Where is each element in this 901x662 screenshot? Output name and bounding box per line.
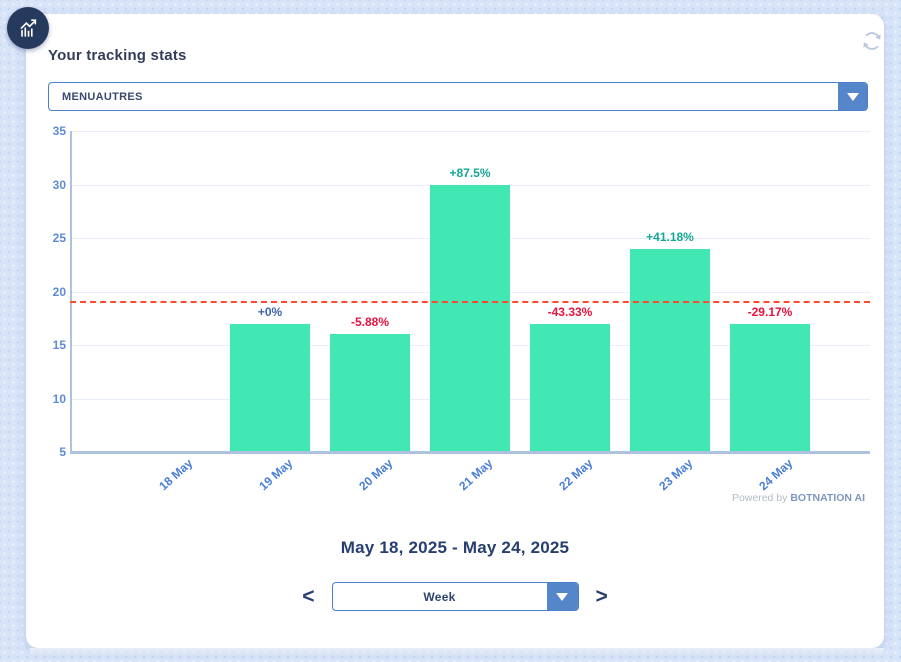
x-axis-label-20-may: 20 May xyxy=(356,456,396,494)
y-axis-tick-label: 25 xyxy=(52,231,66,245)
tracking-menu-select[interactable]: MENUAUTRES xyxy=(48,82,868,111)
bar-change-label-19-may: +0% xyxy=(257,305,283,319)
period-select[interactable]: Week xyxy=(331,582,579,611)
bar-change-label-20-may: -5.88% xyxy=(350,315,390,329)
bar-23-may[interactable] xyxy=(630,249,710,451)
card-bottom-glow xyxy=(30,648,884,657)
chevron-down-icon xyxy=(556,592,568,601)
x-axis-label-23-may: 23 May xyxy=(656,456,696,494)
x-axis-label-21-may: 21 May xyxy=(456,456,496,494)
y-axis-line xyxy=(70,131,72,453)
y-axis-tick-label: 30 xyxy=(52,178,66,192)
bar-change-label-22-may: -43.33% xyxy=(547,305,593,319)
period-selected-value: Week xyxy=(423,589,456,604)
y-axis-tick-label: 5 xyxy=(59,445,66,459)
bar-20-may[interactable] xyxy=(330,334,410,451)
powered-by: Powered by BOTNATION AI xyxy=(732,492,865,504)
x-axis-line xyxy=(70,451,870,454)
x-axis-label-18-may: 18 May xyxy=(156,456,196,494)
x-axis-label-24-may: 24 May xyxy=(756,456,796,494)
y-axis-tick-label: 35 xyxy=(52,124,66,138)
tracking-menu-dropdown-button[interactable] xyxy=(838,83,867,110)
tracking-menu-selected-value: MENUAUTRES xyxy=(62,90,143,103)
previous-period-button[interactable]: < xyxy=(302,585,315,608)
bar-19-may[interactable] xyxy=(230,324,310,451)
period-selector-row: < Week > xyxy=(26,582,884,611)
powered-by-brand-link[interactable]: BOTNATION AI xyxy=(790,492,865,504)
bar-24-may[interactable] xyxy=(730,324,810,451)
refresh-icon[interactable] xyxy=(861,30,883,52)
period-dropdown-button[interactable] xyxy=(546,583,578,610)
date-range-label: May 18, 2025 - May 24, 2025 xyxy=(340,538,570,557)
stats-logo-button[interactable] xyxy=(7,7,49,49)
powered-by-prefix: Powered by xyxy=(731,492,791,504)
panel-title: Your tracking stats xyxy=(48,47,187,64)
x-axis-label-22-may: 22 May xyxy=(556,456,596,494)
next-period-button[interactable]: > xyxy=(595,585,608,608)
y-axis-tick-label: 20 xyxy=(52,285,66,299)
gridline-35 xyxy=(72,131,870,132)
x-axis-label-19-may: 19 May xyxy=(256,456,296,494)
bar-chart-trend-icon xyxy=(20,19,37,37)
tracking-stats-card: Your tracking stats MENUAUTRES 5 10 15 20 25… xyxy=(26,14,884,648)
y-axis-tick-label: 10 xyxy=(52,392,66,406)
bar-change-label-23-may: +41.18% xyxy=(646,230,694,244)
chevron-down-icon xyxy=(846,92,859,101)
y-axis-tick-label: 15 xyxy=(52,338,66,352)
bar-21-may[interactable] xyxy=(430,185,510,451)
bar-change-label-24-may: -29.17% xyxy=(747,305,793,319)
bar-change-label-21-may: +87.5% xyxy=(449,166,491,180)
bar-22-may[interactable] xyxy=(530,324,610,451)
